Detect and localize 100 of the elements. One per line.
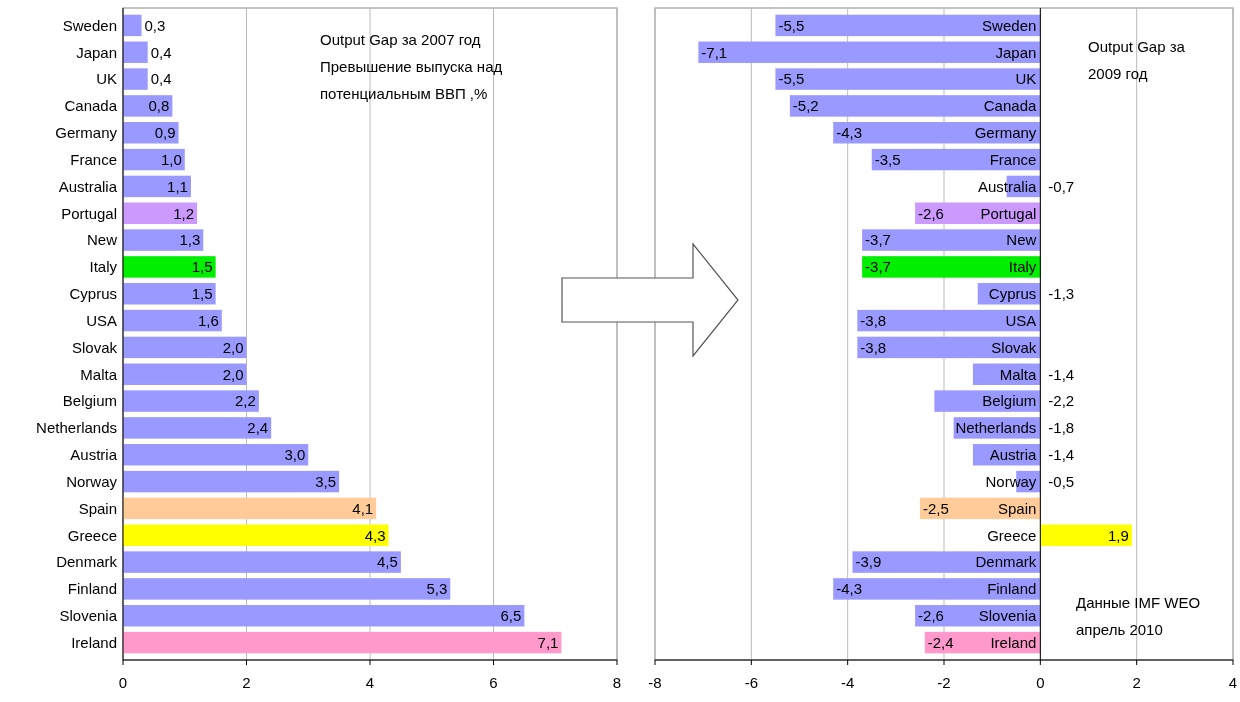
y-tick-label: Denmark (56, 553, 118, 571)
y-tick-label: Belgium (62, 392, 117, 410)
y-tick-label: Canada (64, 97, 118, 115)
data-label: 4,3 (364, 526, 386, 544)
data-label: -2,2 (1048, 392, 1075, 410)
data-label: 1,5 (191, 285, 213, 302)
data-label: 1,3 (179, 231, 201, 249)
bar (123, 309, 222, 332)
y-tick-label: Italy (1008, 258, 1037, 276)
y-tick-label: Portugal (61, 204, 117, 222)
y-tick-label: Japan (76, 43, 117, 61)
data-label: -1,3 (1048, 285, 1075, 302)
y-tick-label: Sweden (982, 16, 1037, 34)
y-tick-label: Canada (983, 97, 1037, 115)
data-label: -0,5 (1048, 472, 1075, 490)
y-tick-label: UK (96, 70, 117, 88)
x-tick-label: 4 (1228, 674, 1238, 691)
y-tick-label: Spain (997, 499, 1037, 517)
x-tick-label: -6 (744, 674, 759, 691)
bar (123, 631, 562, 654)
annotation: Данные IMF WEO апрель 2010 (1076, 594, 1201, 638)
data-label: -2,6 (918, 204, 944, 222)
bar (123, 283, 216, 305)
y-tick-label: Italy (89, 258, 118, 276)
data-label: -3,5 (874, 150, 901, 168)
y-tick-label: Japan (995, 43, 1037, 61)
y-tick-label: UK (1015, 70, 1037, 88)
y-tick-label: Netherlands (36, 419, 117, 437)
bar (123, 175, 191, 198)
y-tick-label: New (1006, 231, 1037, 249)
data-label: 2,2 (234, 392, 256, 410)
data-label: -1,8 (1048, 419, 1075, 437)
bar (123, 41, 148, 63)
bar (123, 470, 340, 493)
annotation: Output Gap за 2007 год (320, 31, 481, 48)
y-tick-label: Finland (67, 580, 117, 598)
data-label: -3,8 (860, 338, 887, 356)
y-tick-label: Slovenia (59, 607, 118, 624)
y-tick-label: Spain (78, 499, 117, 517)
data-label: 4,5 (377, 553, 398, 571)
x-tick-label: 2 (1132, 674, 1141, 691)
data-label: -7,1 (701, 43, 728, 61)
bar (123, 578, 451, 600)
bar (123, 390, 259, 412)
y-tick-label: Australia (977, 177, 1037, 195)
bar (123, 14, 142, 37)
data-label: 6,5 (500, 607, 522, 624)
data-label: 7,1 (537, 633, 559, 651)
data-label: 5,3 (426, 580, 448, 598)
data-label: 3,0 (284, 446, 306, 463)
y-tick-label: Denmark (975, 553, 1037, 571)
y-tick-label: Malta (999, 365, 1037, 383)
y-tick-label: Germany (55, 124, 118, 141)
data-label: -3,9 (855, 553, 882, 571)
data-label: -2,5 (922, 499, 949, 517)
y-tick-label: Finland (987, 580, 1037, 598)
y-tick-label: Slovak (991, 338, 1037, 356)
data-label: 2,0 (222, 365, 244, 383)
y-tick-label: Australia (58, 177, 118, 195)
y-tick-label: Austria (989, 446, 1037, 463)
data-label: 2,0 (222, 338, 244, 356)
bar (123, 524, 389, 546)
bar (123, 363, 247, 385)
data-label: -1,4 (1048, 446, 1075, 463)
y-tick-label: France (989, 150, 1037, 168)
bar (123, 417, 272, 439)
y-tick-label: Slovak (71, 338, 118, 356)
data-label: -4,3 (836, 580, 863, 598)
data-label: 1,5 (191, 258, 213, 276)
bar (123, 202, 198, 224)
data-label: -5,5 (778, 70, 805, 88)
data-label: 0,4 (150, 43, 172, 61)
y-tick-label: Austria (70, 446, 118, 463)
x-tick-label: 0 (1036, 674, 1045, 691)
data-label: -4,3 (836, 124, 863, 141)
bar (123, 68, 148, 90)
data-label: -3,7 (865, 258, 891, 276)
x-tick-label: 4 (365, 674, 375, 691)
x-tick-label: 6 (489, 674, 498, 691)
bar (123, 605, 525, 627)
y-tick-label: Greece (67, 526, 117, 544)
bar (123, 551, 401, 573)
y-tick-label: France (70, 150, 117, 168)
data-label: -2,4 (927, 633, 954, 651)
data-label: 1,0 (160, 150, 182, 168)
data-label: -5,2 (792, 97, 819, 115)
y-tick-label: Cyprus (988, 285, 1037, 302)
y-tick-label: Belgium (982, 392, 1037, 410)
data-label: 1,1 (167, 177, 188, 195)
x-tick-label: -2 (937, 674, 951, 691)
y-tick-label: Germany (974, 124, 1037, 141)
data-label: 1,9 (1107, 526, 1129, 544)
y-tick-label: Netherlands (955, 419, 1037, 437)
data-label: 0,3 (144, 16, 166, 34)
data-label: -2,6 (918, 607, 944, 624)
x-tick-label: 2 (242, 674, 251, 691)
x-tick-label: -4 (840, 674, 855, 691)
y-tick-label: Ireland (990, 633, 1037, 651)
data-label: 1,2 (173, 204, 195, 222)
x-tick-label: 8 (612, 674, 622, 691)
